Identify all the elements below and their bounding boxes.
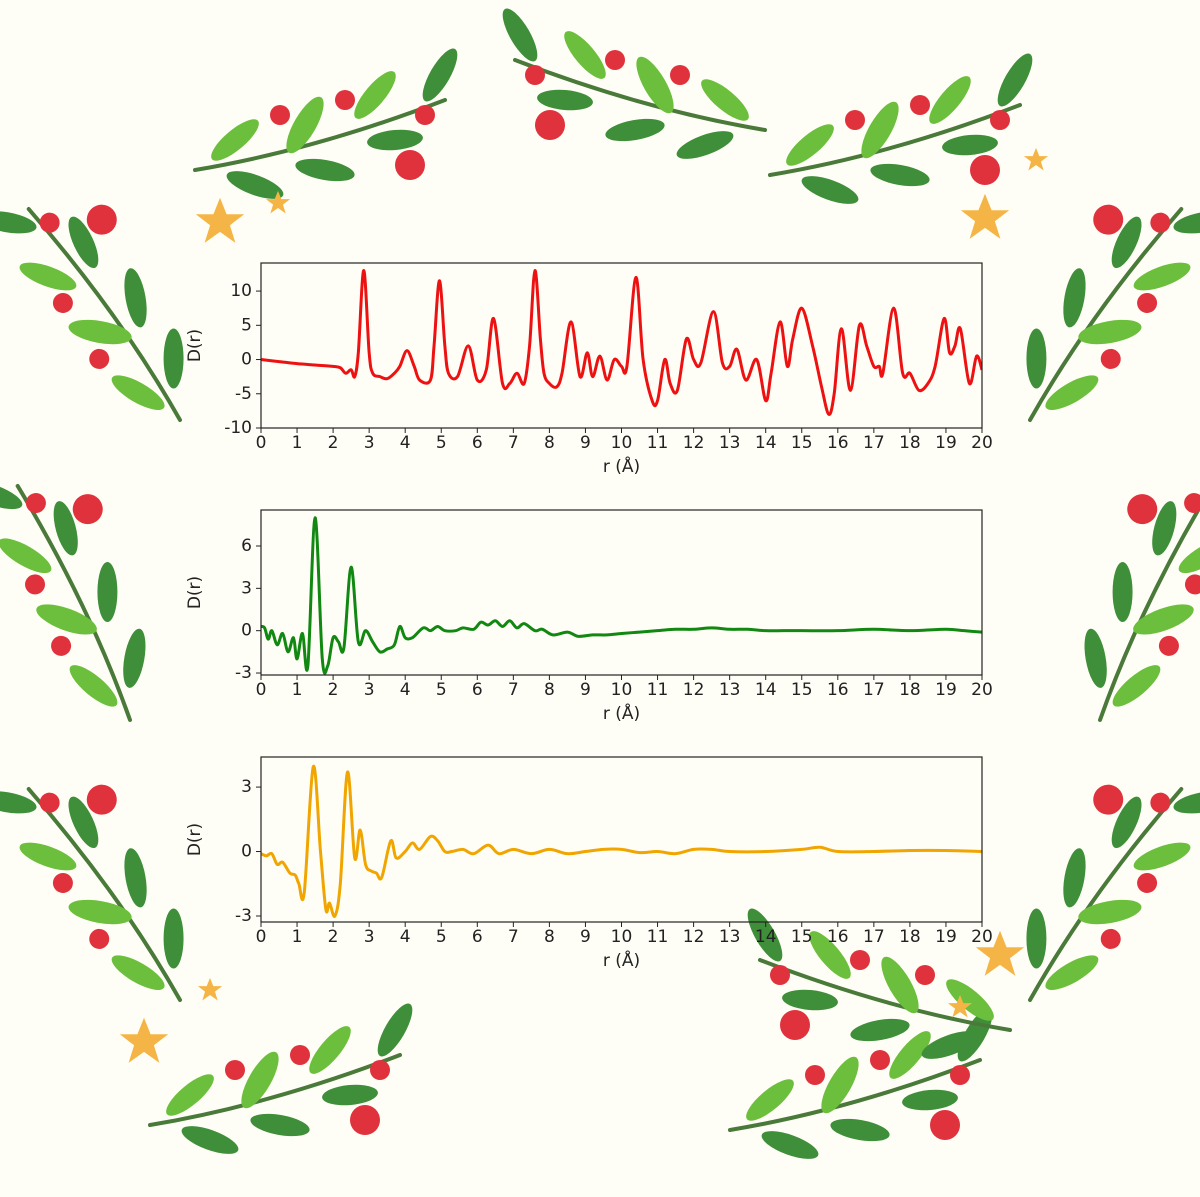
x-tick-label: 5 <box>436 927 447 947</box>
x-tick-label: 6 <box>472 433 483 453</box>
x-tick-label: 12 <box>683 680 705 700</box>
x-tick-label: 4 <box>400 680 411 700</box>
x-tick-label: 17 <box>863 927 885 947</box>
x-tick-label: 19 <box>935 927 957 947</box>
x-tick-label: 10 <box>611 927 633 947</box>
x-tick-label: 0 <box>256 680 267 700</box>
x-tick-label: 17 <box>863 680 885 700</box>
y-tick-label: 5 <box>241 315 252 335</box>
axes-frame <box>260 509 983 676</box>
x-axis-label: r (Å) <box>603 702 640 724</box>
x-tick-label: 18 <box>899 680 921 700</box>
x-tick-label: 4 <box>400 927 411 947</box>
x-tick-label: 3 <box>364 433 375 453</box>
x-tick-label: 20 <box>971 680 993 700</box>
x-tick-label: 7 <box>508 927 519 947</box>
x-tick-label: 11 <box>647 433 669 453</box>
x-tick-label: 0 <box>256 927 267 947</box>
x-tick-label: 10 <box>611 433 633 453</box>
x-tick-label: 12 <box>683 433 705 453</box>
y-tick-label: 3 <box>241 578 252 598</box>
x-tick-label: 16 <box>827 680 849 700</box>
plot-area <box>261 516 982 675</box>
x-tick-label: 19 <box>935 680 957 700</box>
x-tick-label: 5 <box>436 433 447 453</box>
x-tick-label: 9 <box>580 433 591 453</box>
y-tick-label: 6 <box>241 536 252 556</box>
chart: 0 1 2 3 4 5 6 7 8 9 10 11 12 13 14 15 16 17 18 19 20-10-5051… <box>185 262 993 477</box>
y-axis-label: D(r) <box>185 329 205 362</box>
x-tick-label: 2 <box>328 927 339 947</box>
x-tick-label: 1 <box>292 927 303 947</box>
data-line <box>261 516 982 675</box>
y-tick-label: -5 <box>235 384 252 404</box>
x-tick-label: 9 <box>580 927 591 947</box>
x-tick-label: 1 <box>292 433 303 453</box>
x-tick-label: 18 <box>899 927 921 947</box>
data-line <box>261 765 982 918</box>
x-tick-label: 8 <box>544 927 555 947</box>
x-tick-label: 14 <box>755 680 777 700</box>
y-axis-label: D(r) <box>185 576 205 609</box>
axes-frame <box>260 756 983 923</box>
x-tick-label: 2 <box>328 680 339 700</box>
y-tick-label: 0 <box>241 350 252 370</box>
x-axis-label: r (Å) <box>603 455 640 477</box>
x-tick-label: 20 <box>971 433 993 453</box>
x-tick-label: 1 <box>292 680 303 700</box>
x-axis-label: r (Å) <box>603 949 640 971</box>
x-tick-label: 8 <box>544 433 555 453</box>
x-tick-label: 7 <box>508 433 519 453</box>
x-tick-label: 14 <box>755 927 777 947</box>
x-tick-label: 0 <box>256 433 267 453</box>
x-tick-label: 10 <box>611 680 633 700</box>
x-tick-label: 6 <box>472 680 483 700</box>
x-tick-label: 19 <box>935 433 957 453</box>
y-tick-label: 10 <box>230 281 252 301</box>
x-tick-label: 3 <box>364 680 375 700</box>
y-axis-label: D(r) <box>185 823 205 856</box>
x-tick-label: 15 <box>791 927 813 947</box>
x-tick-label: 16 <box>827 927 849 947</box>
y-tick-label: -3 <box>235 663 252 683</box>
x-tick-label: 12 <box>683 927 705 947</box>
y-tick-label: 0 <box>241 621 252 641</box>
x-tick-label: 13 <box>719 927 741 947</box>
x-tick-label: 20 <box>971 927 993 947</box>
x-tick-label: 7 <box>508 680 519 700</box>
decoration <box>0 2 1200 1167</box>
y-tick-label: -10 <box>224 418 252 438</box>
x-tick-label: 3 <box>364 927 375 947</box>
x-tick-label: 9 <box>580 680 591 700</box>
x-tick-label: 6 <box>472 927 483 947</box>
y-tick-label: -3 <box>235 906 252 926</box>
x-tick-label: 18 <box>899 433 921 453</box>
x-tick-label: 17 <box>863 433 885 453</box>
x-tick-label: 13 <box>719 680 741 700</box>
plot-area <box>261 269 982 416</box>
x-tick-label: 14 <box>755 433 777 453</box>
x-tick-label: 2 <box>328 433 339 453</box>
x-tick-label: 13 <box>719 433 741 453</box>
plot-area <box>261 765 982 918</box>
x-tick-label: 16 <box>827 433 849 453</box>
x-tick-label: 15 <box>791 433 813 453</box>
y-tick-label: 3 <box>241 777 252 797</box>
x-tick-label: 11 <box>647 927 669 947</box>
x-tick-label: 4 <box>400 433 411 453</box>
y-tick-label: 0 <box>241 842 252 862</box>
x-tick-label: 8 <box>544 680 555 700</box>
x-tick-label: 5 <box>436 680 447 700</box>
x-tick-label: 15 <box>791 680 813 700</box>
data-line <box>261 269 982 416</box>
x-tick-label: 11 <box>647 680 669 700</box>
